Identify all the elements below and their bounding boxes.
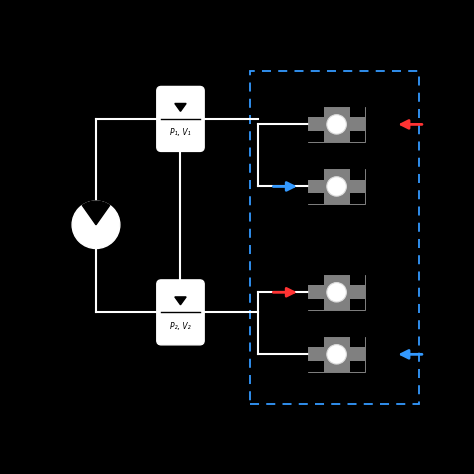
FancyBboxPatch shape (157, 280, 204, 345)
Bar (308, 193, 323, 204)
Bar (308, 169, 323, 180)
Wedge shape (82, 201, 109, 225)
Bar (308, 337, 365, 372)
Bar (308, 107, 323, 118)
Text: P₂, V₂: P₂, V₂ (170, 322, 191, 331)
Bar (350, 107, 365, 118)
Bar (350, 337, 365, 347)
Bar (308, 275, 365, 310)
Bar (350, 193, 365, 204)
Bar (350, 131, 365, 142)
Polygon shape (175, 103, 186, 111)
Polygon shape (175, 297, 186, 305)
Text: P₁, V₁: P₁, V₁ (170, 128, 191, 137)
Circle shape (327, 115, 346, 134)
Bar (308, 131, 323, 142)
Bar (308, 107, 365, 142)
Bar (350, 275, 365, 285)
Bar (308, 337, 323, 347)
Bar (308, 299, 323, 310)
Bar (250, 72, 419, 404)
Bar (308, 361, 323, 372)
Circle shape (72, 201, 120, 248)
Circle shape (327, 177, 346, 196)
Bar (350, 299, 365, 310)
Bar (308, 169, 365, 204)
Bar (308, 275, 323, 285)
FancyBboxPatch shape (157, 86, 204, 151)
Circle shape (327, 345, 346, 364)
Circle shape (327, 283, 346, 302)
Bar (350, 361, 365, 372)
Bar (350, 169, 365, 180)
